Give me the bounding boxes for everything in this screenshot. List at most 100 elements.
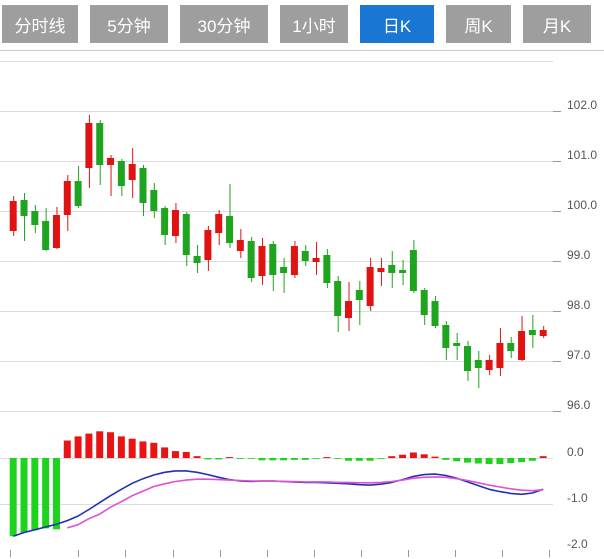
candle xyxy=(323,249,331,288)
candle xyxy=(528,315,536,348)
candle-body xyxy=(107,158,115,165)
candle xyxy=(96,120,104,185)
tab-1小时[interactable]: 1小时 xyxy=(280,5,348,43)
macd-bar xyxy=(128,438,136,458)
tab-30分钟[interactable]: 30分钟 xyxy=(180,5,268,43)
tab-周K[interactable]: 周K xyxy=(446,5,511,43)
price-axis-label: 98.0 xyxy=(567,298,591,312)
macd-bar xyxy=(344,458,352,461)
candle-body xyxy=(344,301,352,318)
macd-bar xyxy=(215,458,223,460)
tab-分时线[interactable]: 分时线 xyxy=(2,5,78,43)
candle-body xyxy=(377,268,385,272)
candle-body xyxy=(182,214,190,255)
candle-body xyxy=(85,123,93,168)
candle-body xyxy=(171,210,179,236)
candle-body xyxy=(52,215,60,248)
candle-body xyxy=(528,330,536,335)
macd-bar xyxy=(20,458,28,533)
candle xyxy=(74,166,82,208)
candle-body xyxy=(474,360,482,368)
macd-bar xyxy=(107,432,115,458)
candle xyxy=(388,251,396,288)
candle-body xyxy=(96,123,104,165)
candle-body xyxy=(323,255,331,283)
tab-月K[interactable]: 月K xyxy=(523,5,591,43)
candle xyxy=(193,245,201,273)
candle xyxy=(463,341,471,381)
candle-body xyxy=(355,290,363,300)
candle xyxy=(442,321,450,360)
candle xyxy=(485,355,493,375)
macd-bar xyxy=(431,456,439,458)
timeframe-toolbar: 分时线 5分钟 30分钟 1小时 日K 周K 月K xyxy=(0,0,604,49)
candle-body xyxy=(139,168,147,203)
macd-axis-label: -2.0 xyxy=(567,537,588,551)
macd-bar xyxy=(442,458,450,460)
price-axis-labels: 102.0 101.0 100.0 99.0 98.0 97.0 96.0 xyxy=(553,98,597,412)
candle xyxy=(539,326,547,338)
candle xyxy=(204,226,212,271)
candle-body xyxy=(312,258,320,262)
candle-body xyxy=(236,240,244,251)
candle xyxy=(399,260,407,285)
macd-bar xyxy=(150,442,158,458)
candle xyxy=(420,288,428,325)
candle-body xyxy=(507,343,515,351)
candle xyxy=(377,258,385,286)
candle-body xyxy=(453,343,461,346)
macd-bar xyxy=(31,458,39,531)
candle-body xyxy=(290,246,298,275)
candle-body xyxy=(518,331,526,360)
price-axis-label: 101.0 xyxy=(567,148,597,162)
candle xyxy=(280,258,288,293)
macd-bar xyxy=(496,458,504,464)
macd-bar xyxy=(420,454,428,458)
candle xyxy=(301,245,309,266)
candle-body xyxy=(496,343,504,368)
macd-bar xyxy=(117,436,125,458)
tab-日K[interactable]: 日K xyxy=(360,5,434,43)
macd-bar xyxy=(312,458,320,459)
macd-bar xyxy=(9,458,17,537)
candle-body xyxy=(463,346,471,371)
candle xyxy=(52,207,60,249)
candle-body xyxy=(226,216,234,243)
dea-line xyxy=(67,476,544,529)
macd-bar xyxy=(334,458,342,459)
candle xyxy=(42,208,50,251)
macd-axis-labels: 0.0 -1.0 -2.0 xyxy=(567,445,588,551)
price-axis-label: 97.0 xyxy=(567,348,591,362)
candle-body xyxy=(31,211,39,225)
macd-bar xyxy=(355,458,363,461)
candle-body xyxy=(399,270,407,273)
candle xyxy=(117,159,125,196)
candle xyxy=(247,237,255,282)
candle xyxy=(236,229,244,258)
macd-bar xyxy=(366,458,374,461)
macd-bar xyxy=(42,458,50,529)
candlestick-series xyxy=(9,115,547,388)
candle xyxy=(312,242,320,275)
macd-bar xyxy=(226,457,234,458)
macd-bar xyxy=(236,458,244,459)
tab-5分钟[interactable]: 5分钟 xyxy=(90,5,168,43)
macd-bar xyxy=(388,456,396,458)
macd-axis-label: 0.0 xyxy=(567,445,584,459)
candle-body xyxy=(150,190,158,211)
macd-bar xyxy=(258,458,266,461)
candle xyxy=(85,115,93,188)
macd-bar xyxy=(280,458,288,461)
macd-bar xyxy=(85,433,93,458)
macd-bar xyxy=(507,458,515,464)
candle-body xyxy=(161,208,169,235)
candle xyxy=(31,205,39,233)
candle xyxy=(409,240,417,293)
candle xyxy=(150,183,158,218)
macd-bar xyxy=(409,452,417,458)
macd-bar xyxy=(528,458,536,461)
candle-body xyxy=(193,256,201,263)
macd-bar xyxy=(204,458,212,460)
